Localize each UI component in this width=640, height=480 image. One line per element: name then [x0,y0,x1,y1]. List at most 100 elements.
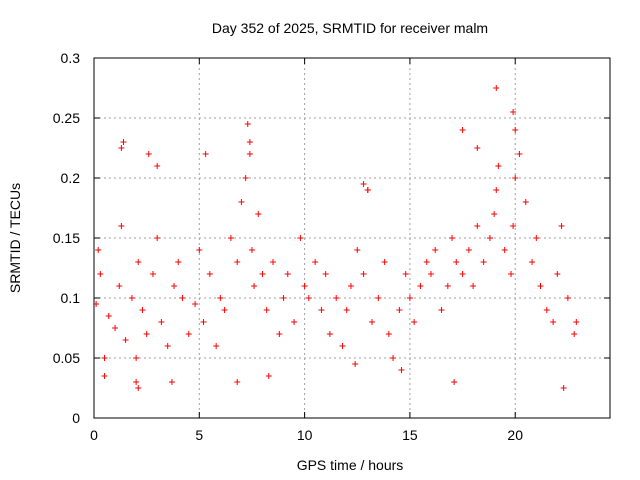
data-point [571,331,578,337]
data-point [143,331,150,337]
data-point [512,175,519,181]
data-point [301,283,308,289]
data-point [354,247,361,253]
data-point [558,223,565,229]
data-point [385,331,392,337]
data-point [255,211,262,217]
data-point [326,331,333,337]
data-point [139,307,146,313]
y-tick-label: 0.2 [61,170,81,186]
y-tick-label: 0.3 [61,50,81,66]
x-tick-label: 0 [90,427,98,443]
data-point [227,235,234,241]
data-point [270,259,277,265]
data-point [213,343,220,349]
data-point [246,139,253,145]
data-point [427,271,434,277]
data-point [390,355,397,361]
data-point [451,379,458,385]
chart-title: Day 352 of 2025, SRMTID for receiver mal… [212,20,488,36]
data-point [564,295,571,301]
data-point [501,247,508,253]
data-point [543,307,550,313]
data-point [347,283,354,289]
data-point [244,121,251,127]
data-point [112,325,119,331]
data-point [522,199,529,205]
y-tick-label: 0.05 [53,350,80,366]
data-point [537,283,544,289]
x-axis-label: GPS time / hours [297,457,404,473]
plot-frame [93,57,611,419]
data-point [259,271,266,277]
axis-ticks: 0 5 10 15 20 0 0.05 0.1 0.15 0.2 0.25 0.3 [53,50,610,443]
data-point [101,373,108,379]
data-point [510,109,517,115]
data-point [560,385,567,391]
data-point [449,235,456,241]
data-point [554,271,561,277]
data-point [474,145,481,151]
data-point [284,271,291,277]
x-tick-label: 5 [195,427,203,443]
data-point [206,271,213,277]
data-point [135,259,142,265]
data-point [438,307,445,313]
data-point [411,319,418,325]
data-point [164,343,171,349]
data-point [398,367,405,373]
data-point [246,151,253,157]
data-point [234,259,241,265]
data-point [343,307,350,313]
data-point [550,319,557,325]
data-point [101,355,108,361]
data-point [122,337,129,343]
data-point [381,259,388,265]
data-point [364,187,371,193]
x-tick-label: 15 [402,427,418,443]
data-point [402,271,409,277]
data-point [406,295,413,301]
data-point [265,373,272,379]
data-point [93,301,100,307]
data-point [118,223,125,229]
y-tick-label: 0.15 [53,230,80,246]
y-tick-label: 0.25 [53,110,80,126]
data-point [333,295,340,301]
data-point [234,379,241,385]
data-point [493,187,500,193]
data-point [493,85,500,91]
data-point [217,295,224,301]
data-point [444,283,451,289]
data-point [453,259,460,265]
data-point [120,139,127,145]
data-point [486,235,493,241]
data-point [510,223,517,229]
x-tick-label: 20 [507,427,523,443]
data-point [242,175,249,181]
data-point [318,307,325,313]
data-point [291,319,298,325]
data-point [459,271,466,277]
data-point [133,355,140,361]
data-point [149,271,156,277]
data-point [459,127,466,133]
data-point [375,295,382,301]
data-point [171,283,178,289]
data-point [97,271,104,277]
data-point [432,247,439,253]
data-point [360,181,367,187]
data-point [154,235,161,241]
data-point [105,313,112,319]
data-point [305,295,312,301]
data-point [516,151,523,157]
data-point [508,271,515,277]
data-point [480,259,487,265]
data-point [116,283,123,289]
data-point [474,223,481,229]
data-point [238,199,245,205]
data-point [158,319,165,325]
data-point [185,331,192,337]
data-point [312,259,319,265]
